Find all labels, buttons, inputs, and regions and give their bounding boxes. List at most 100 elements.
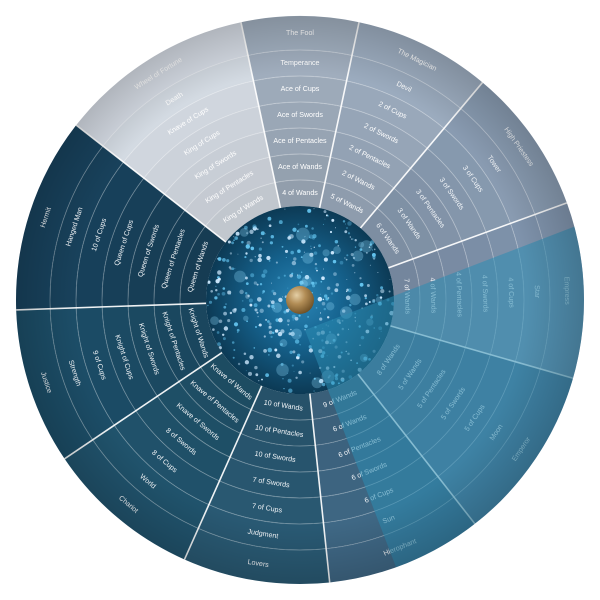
star bbox=[268, 322, 272, 326]
star bbox=[212, 328, 215, 331]
star bbox=[319, 293, 321, 295]
star bbox=[294, 339, 300, 344]
star bbox=[296, 274, 298, 276]
star bbox=[323, 307, 327, 311]
star bbox=[276, 353, 281, 359]
star bbox=[243, 352, 247, 356]
star bbox=[282, 296, 283, 298]
star bbox=[298, 370, 302, 375]
star bbox=[268, 260, 271, 262]
star bbox=[292, 350, 296, 354]
star bbox=[215, 285, 217, 287]
star bbox=[210, 289, 214, 293]
star bbox=[231, 341, 235, 344]
star bbox=[207, 304, 209, 307]
star bbox=[237, 362, 241, 366]
star bbox=[349, 303, 352, 307]
star bbox=[347, 221, 352, 226]
star bbox=[227, 240, 231, 244]
star bbox=[300, 256, 303, 258]
star bbox=[245, 252, 248, 255]
star bbox=[277, 331, 283, 337]
star bbox=[317, 296, 323, 302]
star bbox=[267, 320, 270, 323]
star bbox=[322, 298, 325, 301]
star bbox=[249, 355, 254, 360]
star bbox=[249, 229, 254, 234]
star bbox=[261, 378, 263, 381]
star bbox=[351, 264, 355, 267]
star bbox=[233, 349, 236, 351]
star bbox=[376, 294, 379, 297]
star bbox=[373, 248, 376, 251]
star bbox=[344, 223, 346, 225]
star-glow bbox=[276, 363, 289, 377]
star bbox=[326, 286, 331, 291]
star bbox=[287, 236, 292, 240]
star bbox=[260, 237, 262, 239]
star-glow bbox=[301, 275, 312, 287]
star bbox=[214, 296, 218, 300]
star bbox=[269, 241, 274, 245]
star bbox=[295, 376, 298, 380]
star bbox=[310, 245, 312, 247]
star bbox=[254, 325, 258, 329]
star bbox=[264, 233, 266, 235]
star bbox=[344, 230, 348, 234]
card-label: Ace of Pentacles bbox=[273, 137, 327, 145]
star bbox=[278, 329, 280, 331]
star bbox=[322, 223, 324, 225]
star bbox=[244, 256, 247, 259]
star bbox=[223, 326, 229, 331]
star bbox=[312, 236, 315, 240]
star bbox=[268, 354, 270, 356]
star bbox=[335, 283, 339, 287]
star bbox=[253, 303, 258, 308]
star bbox=[329, 230, 333, 234]
star bbox=[318, 244, 321, 248]
star bbox=[285, 256, 287, 258]
star bbox=[321, 276, 325, 281]
star-glow bbox=[360, 240, 373, 253]
star bbox=[234, 236, 239, 240]
star bbox=[233, 236, 235, 238]
star bbox=[270, 234, 275, 239]
star-glow bbox=[210, 316, 219, 325]
star bbox=[245, 294, 250, 299]
star bbox=[327, 316, 330, 319]
star bbox=[224, 303, 228, 306]
star bbox=[389, 278, 391, 280]
star bbox=[255, 373, 259, 377]
star bbox=[354, 239, 357, 242]
star bbox=[304, 324, 308, 329]
star bbox=[241, 240, 244, 244]
star bbox=[321, 301, 326, 306]
star bbox=[254, 308, 258, 312]
star bbox=[289, 350, 293, 354]
star bbox=[234, 268, 236, 270]
star-glow bbox=[271, 302, 282, 313]
star bbox=[288, 388, 293, 393]
star bbox=[351, 238, 353, 240]
star bbox=[244, 292, 248, 295]
star bbox=[349, 236, 351, 238]
star bbox=[366, 284, 370, 287]
star bbox=[232, 356, 235, 359]
star bbox=[311, 284, 316, 288]
star bbox=[244, 360, 250, 365]
star bbox=[324, 218, 326, 220]
star bbox=[254, 365, 258, 370]
star bbox=[287, 323, 290, 326]
star bbox=[218, 319, 223, 324]
star bbox=[233, 322, 239, 327]
star bbox=[217, 270, 222, 275]
star bbox=[258, 253, 262, 258]
star bbox=[278, 297, 283, 303]
star bbox=[282, 378, 284, 380]
star bbox=[231, 267, 235, 271]
star bbox=[223, 305, 227, 309]
star bbox=[334, 288, 339, 293]
star bbox=[272, 291, 277, 296]
star bbox=[261, 273, 266, 278]
